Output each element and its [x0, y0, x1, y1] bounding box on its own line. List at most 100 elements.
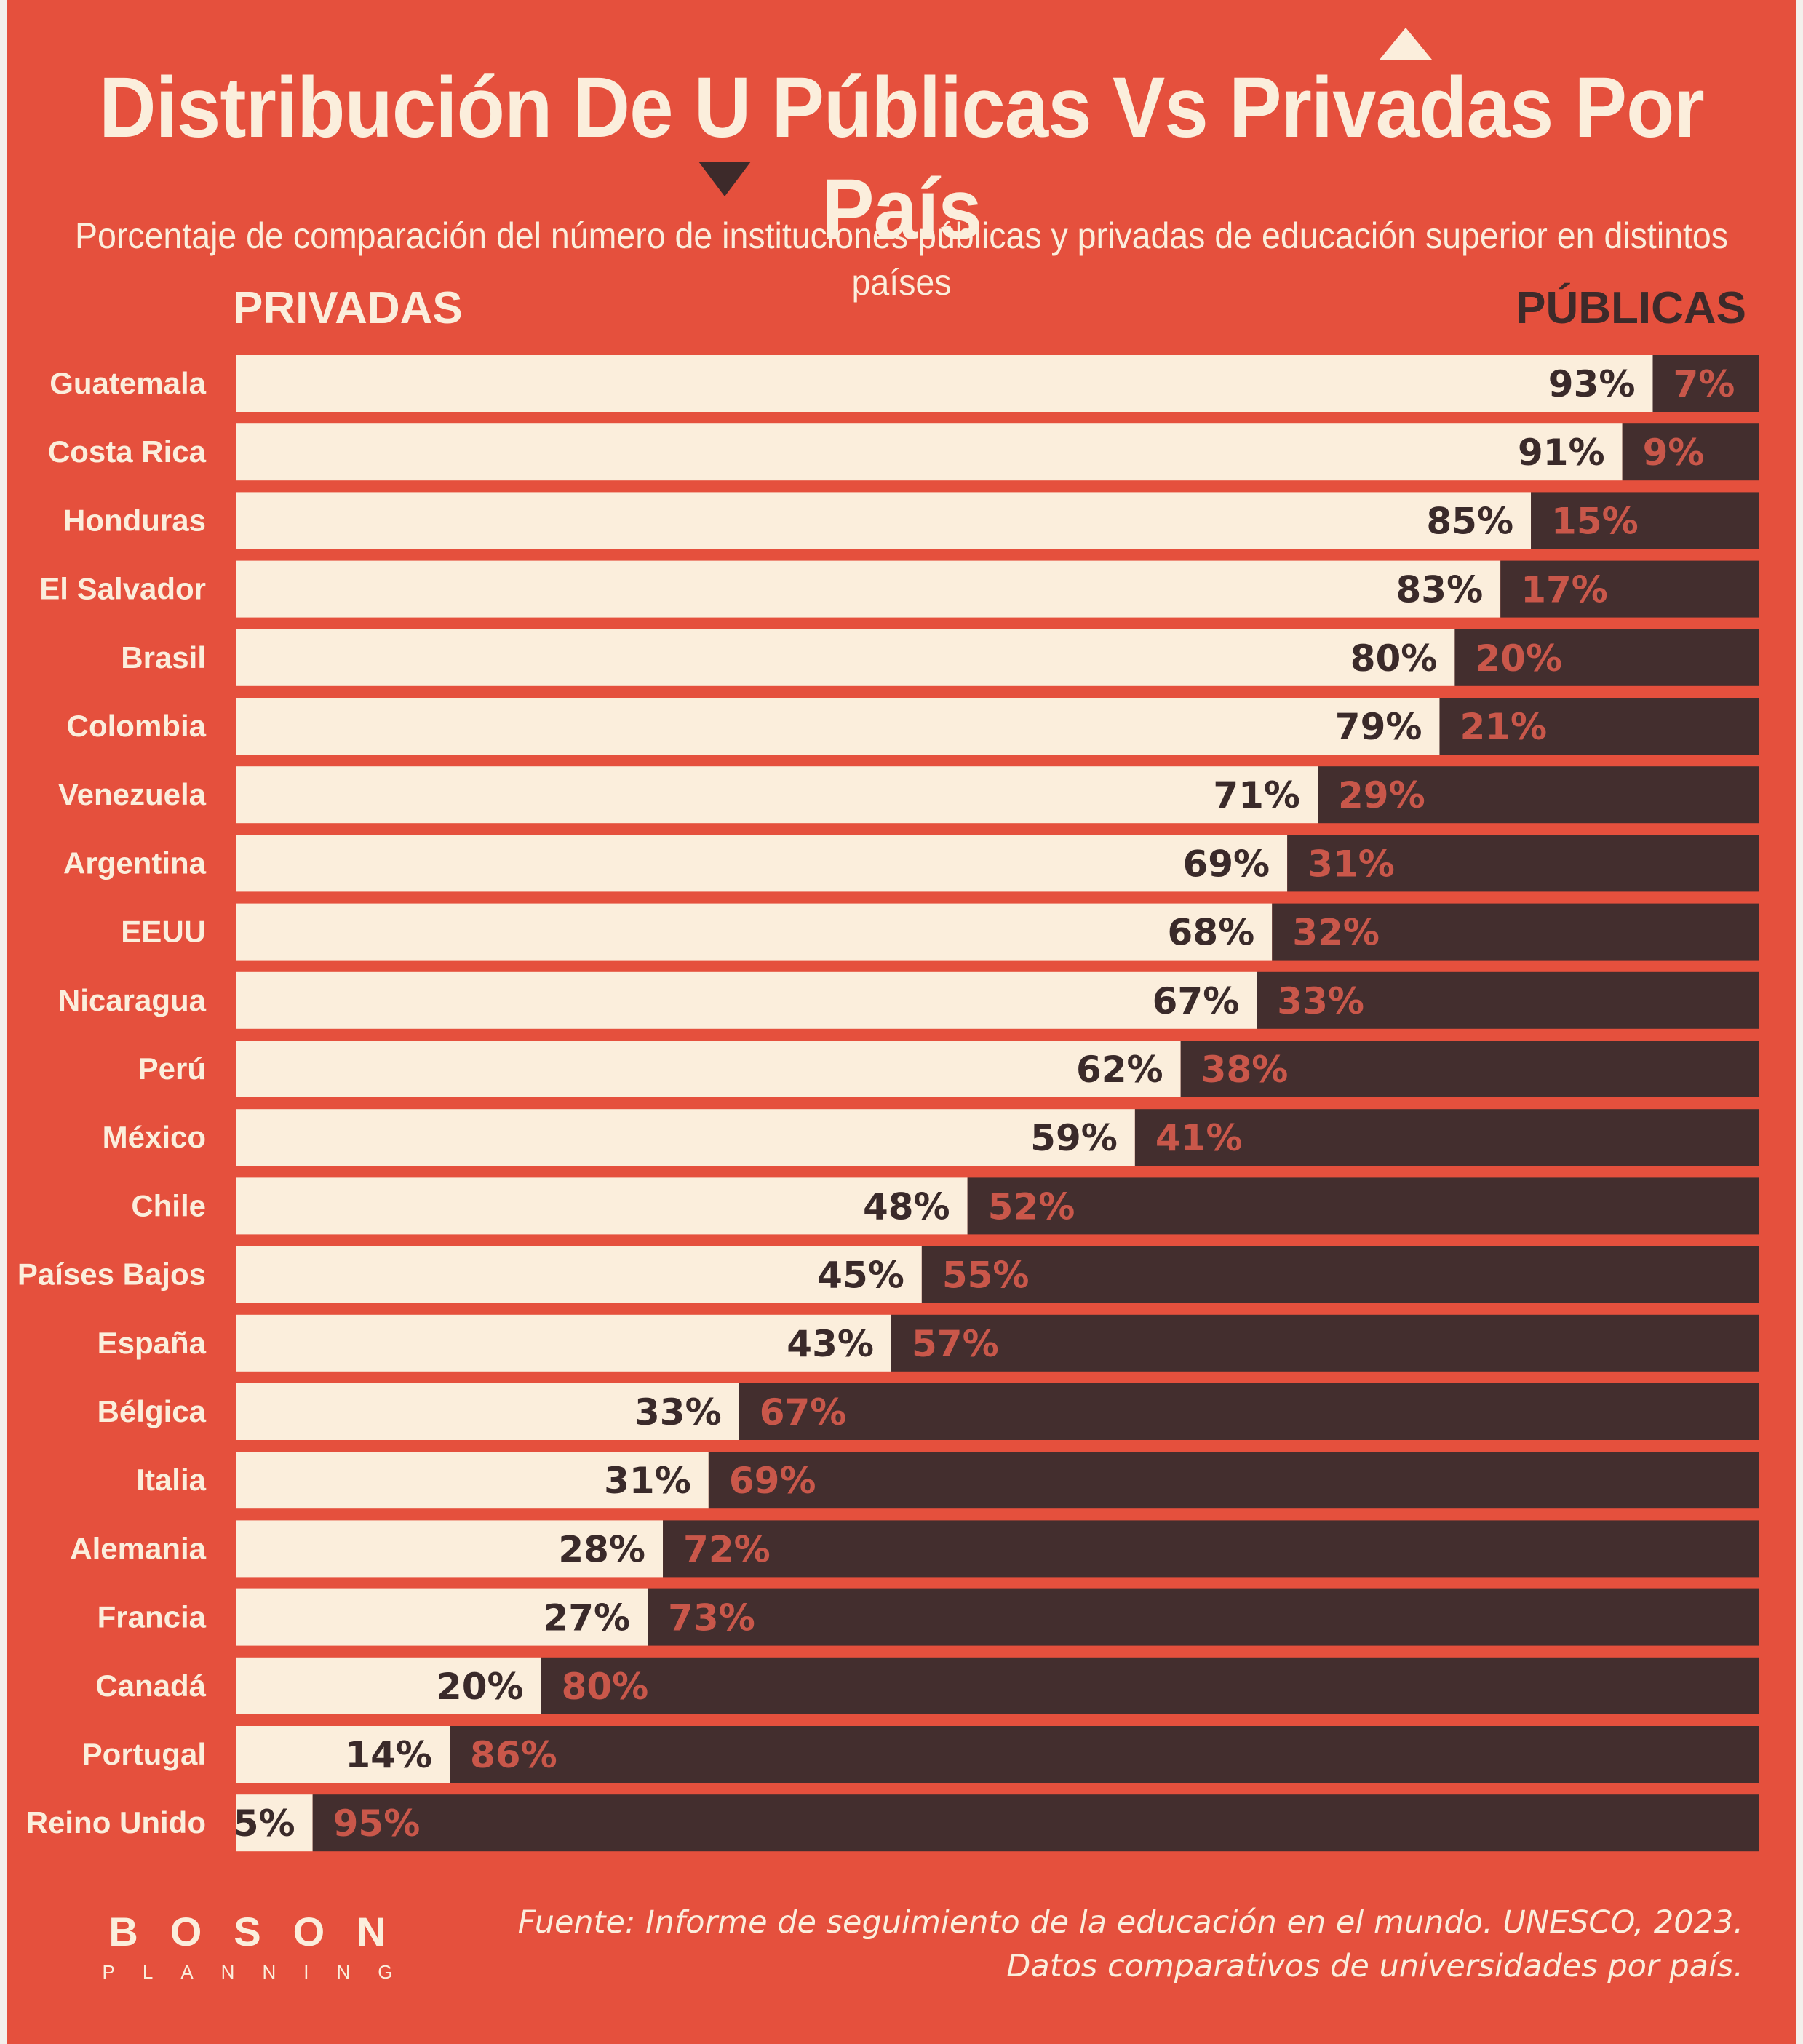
category-label: Nicaragua — [58, 983, 207, 1017]
bar-publicas — [1531, 492, 1759, 549]
value-label-privadas: 59% — [1030, 1117, 1118, 1159]
bar-publicas — [1134, 1109, 1759, 1166]
bar-publicas — [1180, 1041, 1759, 1097]
value-label-publicas: 41% — [1155, 1117, 1243, 1159]
bar-publicas — [1652, 355, 1759, 412]
value-label-publicas: 21% — [1460, 706, 1547, 748]
value-label-privadas: 83% — [1396, 569, 1484, 611]
bar-publicas — [1622, 423, 1759, 481]
bar-privadas — [236, 1520, 664, 1578]
legend-publicas: PÚBLICAS — [1516, 283, 1746, 333]
bar-privadas — [236, 629, 1455, 686]
bar-privadas — [236, 1383, 739, 1440]
legend-privadas: PRIVADAS — [233, 283, 463, 333]
category-label: Guatemala — [49, 366, 206, 400]
chart-subtitle: Porcentaje de comparación del número de … — [74, 215, 1729, 303]
bar-privadas — [236, 560, 1501, 618]
category-label: Chile — [131, 1188, 206, 1222]
category-label: Argentina — [63, 846, 207, 880]
value-label-publicas: 67% — [760, 1391, 847, 1433]
bar-privadas — [236, 1452, 709, 1509]
value-label-publicas: 7% — [1673, 363, 1735, 405]
value-label-publicas: 20% — [1475, 637, 1562, 680]
bar-publicas — [1257, 971, 1759, 1029]
value-label-privadas: 67% — [1153, 980, 1240, 1022]
bar-privadas — [236, 355, 1653, 412]
value-label-privadas: 91% — [1518, 432, 1605, 474]
value-label-publicas: 69% — [729, 1460, 816, 1502]
value-label-publicas: 72% — [683, 1528, 771, 1570]
value-label-privadas: 45% — [817, 1254, 904, 1297]
value-label-privadas: 69% — [1182, 843, 1270, 885]
bar-publicas — [312, 1794, 1759, 1852]
value-label-privadas: 80% — [1350, 637, 1438, 680]
bar-publicas — [1318, 766, 1759, 824]
value-label-privadas: 85% — [1426, 500, 1513, 542]
category-label: Venezuela — [58, 777, 207, 811]
category-label: Perú — [138, 1051, 206, 1086]
category-label: Canadá — [95, 1669, 206, 1703]
value-label-publicas: 29% — [1338, 774, 1425, 816]
down-triangle-icon — [698, 162, 751, 196]
value-label-privadas: 31% — [604, 1460, 691, 1502]
brand-tagline: PLANNING — [102, 1961, 421, 1983]
value-label-publicas: 80% — [562, 1666, 649, 1708]
value-label-privadas: 33% — [634, 1391, 722, 1433]
value-label-privadas: 68% — [1168, 912, 1255, 954]
source-note: Fuente: Informe de seguimiento de la edu… — [517, 1904, 1743, 1984]
bar-privadas — [236, 1657, 541, 1714]
category-label: España — [97, 1326, 207, 1360]
value-label-privadas: 5% — [234, 1802, 295, 1845]
bar-publicas — [648, 1588, 1759, 1646]
bar-publicas — [1500, 560, 1759, 618]
category-label: México — [103, 1120, 206, 1154]
bar-publicas — [1439, 698, 1759, 755]
value-label-privadas: 62% — [1076, 1049, 1163, 1091]
value-label-publicas: 9% — [1643, 432, 1705, 474]
bar-privadas — [236, 971, 1257, 1029]
bar-publicas — [967, 1177, 1759, 1235]
bar-privadas — [236, 698, 1440, 755]
bar-privadas — [236, 1177, 968, 1235]
chart-title: Distribución De U Públicas Vs Privadas P… — [99, 60, 1705, 258]
value-label-publicas: 52% — [988, 1185, 1075, 1228]
value-label-privadas: 93% — [1548, 363, 1636, 405]
value-label-privadas: 27% — [543, 1597, 630, 1639]
bar-privadas — [236, 492, 1532, 549]
brand-logo: BOSON PLANNING — [73, 1906, 422, 1987]
bar-publicas — [1287, 835, 1759, 892]
bar-publicas — [891, 1314, 1759, 1372]
bar-privadas — [236, 835, 1288, 892]
category-label: Brasil — [121, 640, 206, 675]
value-label-privadas: 79% — [1335, 706, 1422, 748]
value-label-privadas: 20% — [437, 1666, 524, 1708]
bar-privadas — [236, 1246, 922, 1303]
value-label-privadas: 28% — [558, 1528, 645, 1570]
bar-privadas — [236, 1726, 450, 1783]
category-label: El Salvador — [39, 572, 206, 606]
value-label-privadas: 48% — [863, 1185, 950, 1228]
category-label: Portugal — [82, 1737, 206, 1771]
value-label-publicas: 95% — [333, 1802, 421, 1845]
bar-publicas — [708, 1452, 1759, 1509]
value-label-publicas: 33% — [1277, 980, 1364, 1022]
value-label-publicas: 55% — [942, 1254, 1030, 1297]
value-label-publicas: 73% — [668, 1597, 755, 1639]
bar-privadas — [236, 1314, 891, 1372]
value-label-publicas: 31% — [1308, 843, 1395, 885]
value-label-publicas: 32% — [1292, 912, 1380, 954]
category-label: Países Bajos — [17, 1257, 206, 1292]
bar-publicas — [1454, 629, 1759, 686]
bar-privadas — [236, 423, 1623, 481]
value-label-publicas: 17% — [1521, 569, 1608, 611]
value-label-publicas: 86% — [470, 1734, 557, 1776]
category-label: EEUU — [121, 915, 206, 949]
bar-publicas — [541, 1657, 1759, 1714]
bar-publicas — [450, 1726, 1759, 1783]
value-label-publicas: 57% — [912, 1323, 999, 1365]
category-label: Honduras — [63, 503, 206, 537]
value-label-publicas: 38% — [1201, 1049, 1289, 1091]
bar-privadas — [236, 903, 1273, 961]
bar-privadas — [236, 1588, 648, 1646]
